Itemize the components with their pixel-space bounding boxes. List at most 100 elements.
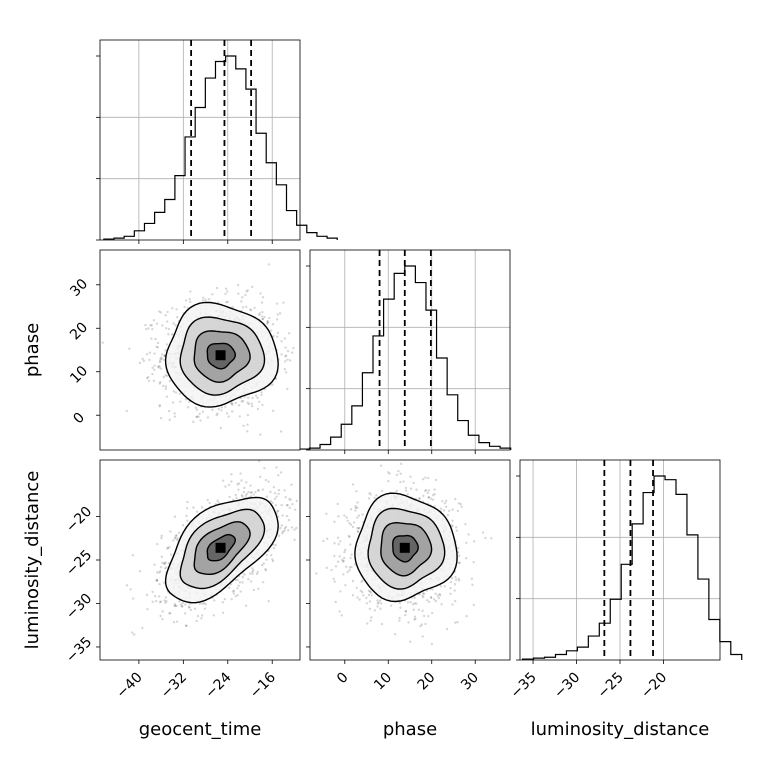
scatter-point [429,595,433,599]
scatter-point [162,581,166,584]
scatter-point [255,572,259,576]
scatter-point [162,375,165,379]
scatter-point [271,559,275,563]
scatter-point [145,352,149,356]
scatter-point [467,533,470,536]
scatter-point [447,509,451,512]
scatter-point [275,302,279,305]
scatter-point [192,420,195,424]
scatter-point [232,592,236,595]
scatter-point [338,610,341,613]
scatter-point [184,299,188,302]
scatter-point [404,613,407,617]
scatter-point [426,491,430,495]
scatter-point [184,624,188,627]
scatter-point [341,560,345,563]
scatter-point [357,514,361,517]
scatter-point [147,327,150,330]
scatter-point [427,600,431,604]
scatter-point [272,485,276,489]
scatter-point [325,512,328,516]
scatter-point [141,626,144,630]
scatter-point [285,503,289,507]
scatter-point [399,462,403,466]
scatter-point [221,601,225,604]
scatter-point [424,489,427,493]
scatter-point [240,479,243,482]
scatter-point [155,578,159,582]
scatter-point [241,296,244,299]
scatter-point [252,569,255,572]
scatter-point [241,575,244,579]
scatter-point [333,554,336,558]
scatter-point [443,501,447,505]
scatter-point [246,396,250,399]
scatter-point [195,415,199,418]
scatter-point [357,527,360,530]
scatter-point [240,494,244,497]
scatter-point [406,601,410,604]
scatter-point [343,550,346,554]
scatter-point [265,495,268,498]
scatter-point [217,407,220,411]
scatter-point [433,488,436,491]
scatter-point [261,403,264,407]
scatter-point [267,599,270,603]
contour-line [193,521,251,575]
scatter-point [326,537,329,540]
scatter-point [259,433,262,436]
scatter-point [261,317,265,321]
scatter-point [342,559,345,563]
scatter-point [259,475,262,479]
xtick-label-geocent_time: −16 [247,669,279,701]
scatter-point [350,553,353,556]
scatter-point [333,580,336,583]
scatter-point [165,566,168,569]
scatter-point [131,553,135,557]
scatter-point [404,489,408,492]
scatter-point [272,334,275,338]
scatter-point [349,508,353,511]
scatter-point [355,586,358,590]
scatter-point [171,401,175,404]
scatter-point [414,617,417,621]
ylabel-luminosity-distance: luminosity_distance [22,471,43,650]
scatter-point [215,286,219,290]
scatter-point [159,367,163,370]
scatter-point [183,305,186,309]
scatter-point [288,506,291,510]
scatter-point [151,366,154,370]
scatter-point [256,407,260,411]
scatter-point [250,402,253,405]
scatter-point [240,300,243,303]
scatter-point [279,430,283,433]
scatter-point [258,312,261,315]
scatter-point [453,589,457,592]
scatter-point [206,416,210,419]
scatter-point [129,588,132,591]
scatter-point [185,514,188,518]
scatter-point [315,572,318,575]
scatter-point [455,529,458,532]
scatter-point [343,514,346,517]
scatter-point [446,513,450,517]
scatter-point [456,620,459,624]
scatter-point [286,349,290,353]
scatter-point [443,585,446,588]
scatter-point [472,603,475,607]
scatter-point [158,364,161,368]
scatter-point [356,501,359,504]
ytick-label-phase: 0 [70,410,88,428]
scatter-point [161,561,164,565]
scatter-point [457,561,460,565]
scatter-point [145,593,149,597]
scatter-point [138,570,142,573]
scatter-point [375,494,378,497]
scatter-point [411,603,415,606]
scatter-point [419,624,422,628]
scatter-point [195,408,199,411]
scatter-point [451,603,454,606]
scatter-point [349,523,353,527]
scatter-point [281,530,284,533]
scatter-point [161,617,164,621]
